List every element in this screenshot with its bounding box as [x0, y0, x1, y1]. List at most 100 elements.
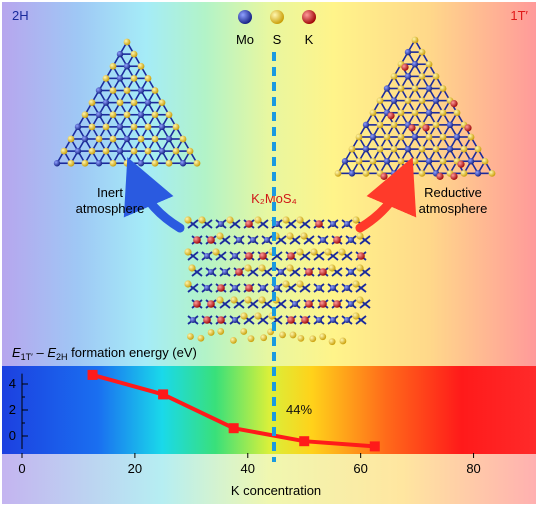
s-atom	[109, 87, 117, 94]
s-atom	[418, 72, 426, 80]
bond	[215, 251, 227, 261]
k-atom	[464, 124, 472, 132]
bond	[355, 283, 367, 293]
mo-atom	[102, 99, 110, 106]
s-atom	[109, 62, 117, 70]
s-atom	[348, 145, 356, 153]
mo-atom	[344, 285, 350, 291]
mo-atom	[446, 121, 454, 129]
k-atom	[319, 300, 327, 308]
s-atom	[297, 335, 305, 342]
mo-atom	[260, 285, 266, 291]
s-atom	[240, 328, 248, 335]
k-atom	[305, 300, 313, 308]
s-atom	[289, 331, 297, 339]
k-atom	[422, 124, 430, 132]
s-atom	[102, 123, 110, 131]
mo-atom	[348, 301, 354, 307]
mo-atom	[137, 87, 145, 94]
title-sub2: 2H	[56, 352, 68, 362]
formula-label: K₂MoS₄	[251, 191, 297, 206]
s-atom	[418, 145, 426, 153]
s-atom	[144, 123, 152, 131]
mo-atom	[383, 85, 391, 92]
s-atom	[60, 147, 68, 155]
k-atom	[315, 220, 323, 228]
bond	[359, 235, 371, 245]
s-atom	[404, 169, 412, 177]
mo-atom	[320, 237, 326, 243]
k-atom	[207, 300, 215, 308]
bond	[257, 219, 269, 229]
s-atom	[184, 280, 192, 288]
bond	[359, 267, 371, 277]
bond	[261, 267, 273, 277]
s-atom	[258, 264, 266, 272]
s-atom	[397, 157, 405, 165]
bond	[247, 299, 259, 309]
s-atom	[282, 280, 290, 288]
s-atom	[383, 133, 391, 141]
bond	[303, 235, 315, 245]
mo-atom	[348, 170, 356, 177]
mo-atom	[362, 121, 370, 129]
title-sub1: 1T′	[21, 352, 34, 362]
s-atom	[356, 296, 364, 304]
mo-legend-label: Mo	[236, 32, 254, 47]
mo-atom	[404, 145, 412, 153]
s-atom	[130, 74, 138, 82]
mo-atom	[190, 317, 196, 323]
data-point	[369, 441, 380, 452]
mo-atom	[330, 317, 336, 323]
s-atom	[418, 169, 426, 177]
mo-atom	[425, 158, 433, 165]
s-atom	[244, 264, 252, 272]
x-tick-label: 0	[18, 461, 25, 476]
mo-atom	[425, 85, 433, 92]
bond	[359, 299, 371, 309]
s-atom	[328, 338, 336, 346]
k-atom	[333, 236, 341, 244]
bond	[219, 299, 231, 309]
k-atom	[408, 124, 416, 132]
mo-atom	[95, 87, 103, 94]
s-atom	[319, 333, 327, 341]
s-atom	[172, 147, 180, 155]
data-point	[158, 389, 169, 400]
mo-atom	[232, 285, 238, 291]
s-atom	[286, 264, 294, 272]
k-atom	[245, 220, 253, 228]
mo-atom	[425, 109, 433, 116]
s-atom	[397, 109, 405, 117]
k-atom	[235, 268, 243, 276]
k-atom	[450, 172, 458, 180]
y-tick-label: 0	[9, 428, 16, 443]
s-atom	[244, 296, 252, 304]
s-atom	[362, 169, 370, 177]
k-legend-label: K	[305, 32, 314, 47]
mo-atom	[95, 160, 103, 167]
data-point	[87, 369, 98, 380]
inert-label-line1: Inert	[97, 185, 123, 200]
title-e2: E	[47, 345, 56, 360]
s-atom	[369, 157, 377, 165]
s-atom	[324, 248, 332, 256]
s-atom	[397, 85, 405, 92]
reductive-arrow	[355, 157, 417, 233]
s-atom	[144, 74, 152, 82]
s-atom	[216, 296, 224, 304]
s-atom	[397, 133, 405, 141]
s-atom	[230, 296, 238, 304]
bond	[243, 315, 255, 325]
s-atom	[144, 147, 152, 155]
s-atom	[197, 334, 205, 342]
s-atom	[247, 335, 255, 343]
bond	[313, 251, 325, 261]
mo-atom	[232, 317, 238, 323]
s-atom	[309, 335, 317, 343]
k-atom	[217, 284, 225, 292]
k-atom	[357, 252, 365, 260]
s-atom	[369, 109, 377, 117]
bond	[201, 219, 213, 229]
bond	[299, 251, 311, 261]
